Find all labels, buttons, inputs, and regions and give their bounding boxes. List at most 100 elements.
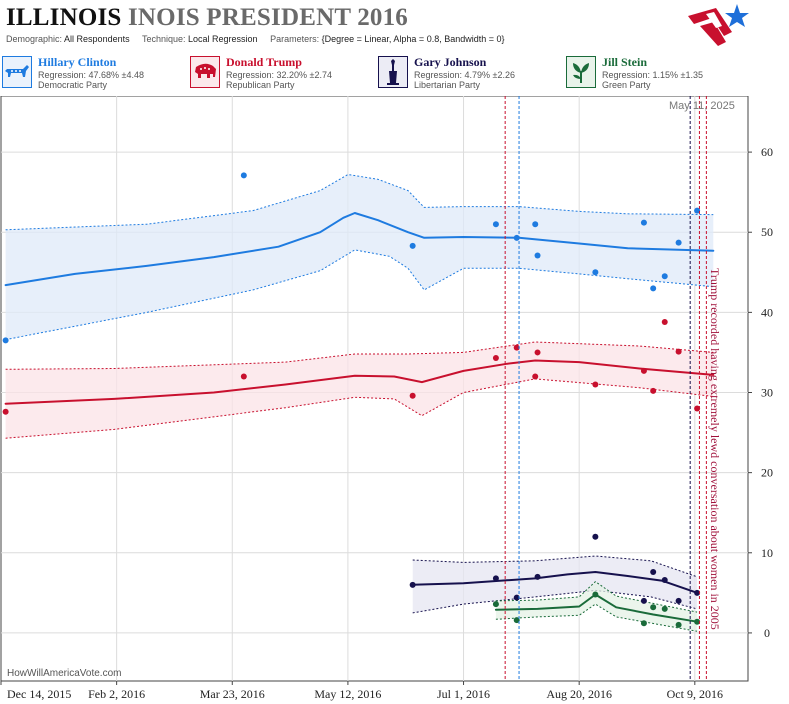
poll-point-johnson [661,577,668,584]
parameters-value: {Degree = Linear, Alpha = 0.8, Bandwidth… [321,34,505,44]
candidate-name-johnson: Gary Johnson [414,55,487,69]
poll-chart: Dec 14, 2015 Feb 2, 2016 Mar 23, 2016 May 1… [0,96,773,701]
legend-item-stein: Jill Stein Regression: 1.15% ±1.35 Green… [564,54,750,92]
upper-bound-clinton [5,173,714,231]
y-tick-label: 20 [761,466,773,480]
legend-item-trump: Donald Trump Regression: 32.20% ±2.74 Re… [188,54,374,92]
x-tick-label: May 12, 2016 [314,687,381,701]
poll-point-stein [675,621,682,628]
confidence-band-clinton [5,174,714,340]
regression-stein: Regression: 1.15% ±1.35 [602,70,703,80]
poll-point-trump [534,349,541,356]
upper-bound-stein [495,580,698,613]
trend-line-trump [4,359,715,405]
poll-point-trump [592,381,599,388]
poll-point-trump [640,367,647,374]
trend-line-clinton [4,212,715,287]
lower-bound-trump [5,378,714,439]
candidate-name-clinton: Hillary Clinton [38,55,117,69]
x-tick-label: Feb 2, 2016 [88,687,145,701]
poll-point-johnson [675,597,682,604]
candidate-name-stein: Jill Stein [602,55,648,69]
y-tick-label: 30 [761,386,773,400]
x-tick-label: Oct 9, 2016 [667,687,723,701]
liberty-torch-icon [378,56,408,88]
y-tick-label: 50 [761,225,773,239]
confidence-band-stein [495,581,698,632]
poll-point-stein [694,618,701,625]
poll-point-trump [675,348,682,355]
candidate-name-trump: Donald Trump [226,55,302,69]
parameters-label: Parameters: [270,34,320,44]
poll-point-clinton [492,221,499,228]
poll-point-johnson [513,594,520,601]
regression-johnson: Regression: 4.79% ±2.26 [414,70,515,80]
site-watermark: HowWillAmericaVote.com [7,668,122,679]
upper-bound-trump [5,341,714,370]
poll-point-clinton [532,221,539,228]
legend-item-johnson: Gary Johnson Regression: 4.79% ±2.26 Lib… [376,54,562,92]
poll-point-clinton [661,273,668,280]
party-stein: Green Party [602,80,651,90]
poll-point-clinton [409,242,416,249]
party-clinton: Democratic Party [38,80,108,90]
poll-point-clinton [650,285,657,292]
poll-point-johnson [592,533,599,540]
poll-point-trump [694,405,701,412]
technique-label: Technique: [141,34,186,44]
demographic-label: Demographic: [6,34,63,44]
poll-point-trump [513,344,520,351]
poll-point-clinton [2,337,9,344]
elephant-icon [190,56,220,88]
trend-line-johnson [411,571,699,594]
chart-date-stamp: May 11, 2025 [669,100,735,112]
poll-point-stein [492,601,499,608]
poll-point-trump [492,355,499,362]
lower-bound-johnson [412,589,698,614]
poll-point-stein [592,591,599,598]
regression-clinton: Regression: 47.68% ±4.48 [38,70,145,80]
poll-point-clinton [640,219,647,226]
event-annotation: Trump recorded having extremely lewd con… [708,268,722,662]
poll-point-clinton [675,239,682,246]
party-trump: Republican Party [226,80,295,90]
x-tick-label: Dec 14, 2015 [7,687,71,701]
x-tick-label: Aug 20, 2016 [546,687,612,701]
poll-point-trump [409,392,416,399]
lower-bound-clinton [5,249,714,341]
poll-point-johnson [492,575,499,582]
y-tick-label: 0 [764,626,770,640]
x-tick-label: Mar 23, 2016 [200,687,265,701]
party-johnson: Libertarian Party [414,80,481,90]
poll-point-stein [661,605,668,612]
poll-point-clinton [240,172,247,179]
poll-point-trump [2,408,9,415]
regression-trump: Regression: 32.20% ±2.74 [226,70,333,80]
x-tick-label: Jul 1, 2016 [437,687,490,701]
poll-point-johnson [650,569,657,576]
demographic-value: All Respondents [64,34,130,44]
title-race: INOIS PRESIDENT 2016 [128,4,409,31]
poll-point-trump [650,387,657,394]
poll-point-johnson [640,597,647,604]
donkey-icon [2,56,32,88]
event-annotation-text: Trump recorded having extremely lewd con… [708,268,722,630]
parameters-line: Demographic: All Respondents Technique: … [6,34,505,44]
poll-point-trump [532,373,539,380]
site-logo-icon [688,4,749,46]
lower-bound-stein [495,603,698,632]
y-tick-label: 60 [761,145,773,159]
poll-point-clinton [513,234,520,241]
poll-point-johnson [534,573,541,580]
poll-point-clinton [534,252,541,259]
poll-point-clinton [694,207,701,214]
y-tick-label: 40 [761,305,773,319]
leaf-icon [566,56,596,88]
poll-point-johnson [409,581,416,588]
candidate-legend: Hillary Clinton Regression: 47.68% ±4.48… [0,54,789,94]
chart-header: ILLINOIS INOIS PRESIDENT 2016 Demographi… [0,0,789,54]
title-state: ILLINOIS [6,4,122,31]
poll-point-stein [513,617,520,624]
legend-item-clinton: Hillary Clinton Regression: 47.68% ±4.48… [0,54,186,92]
poll-point-trump [240,373,247,380]
